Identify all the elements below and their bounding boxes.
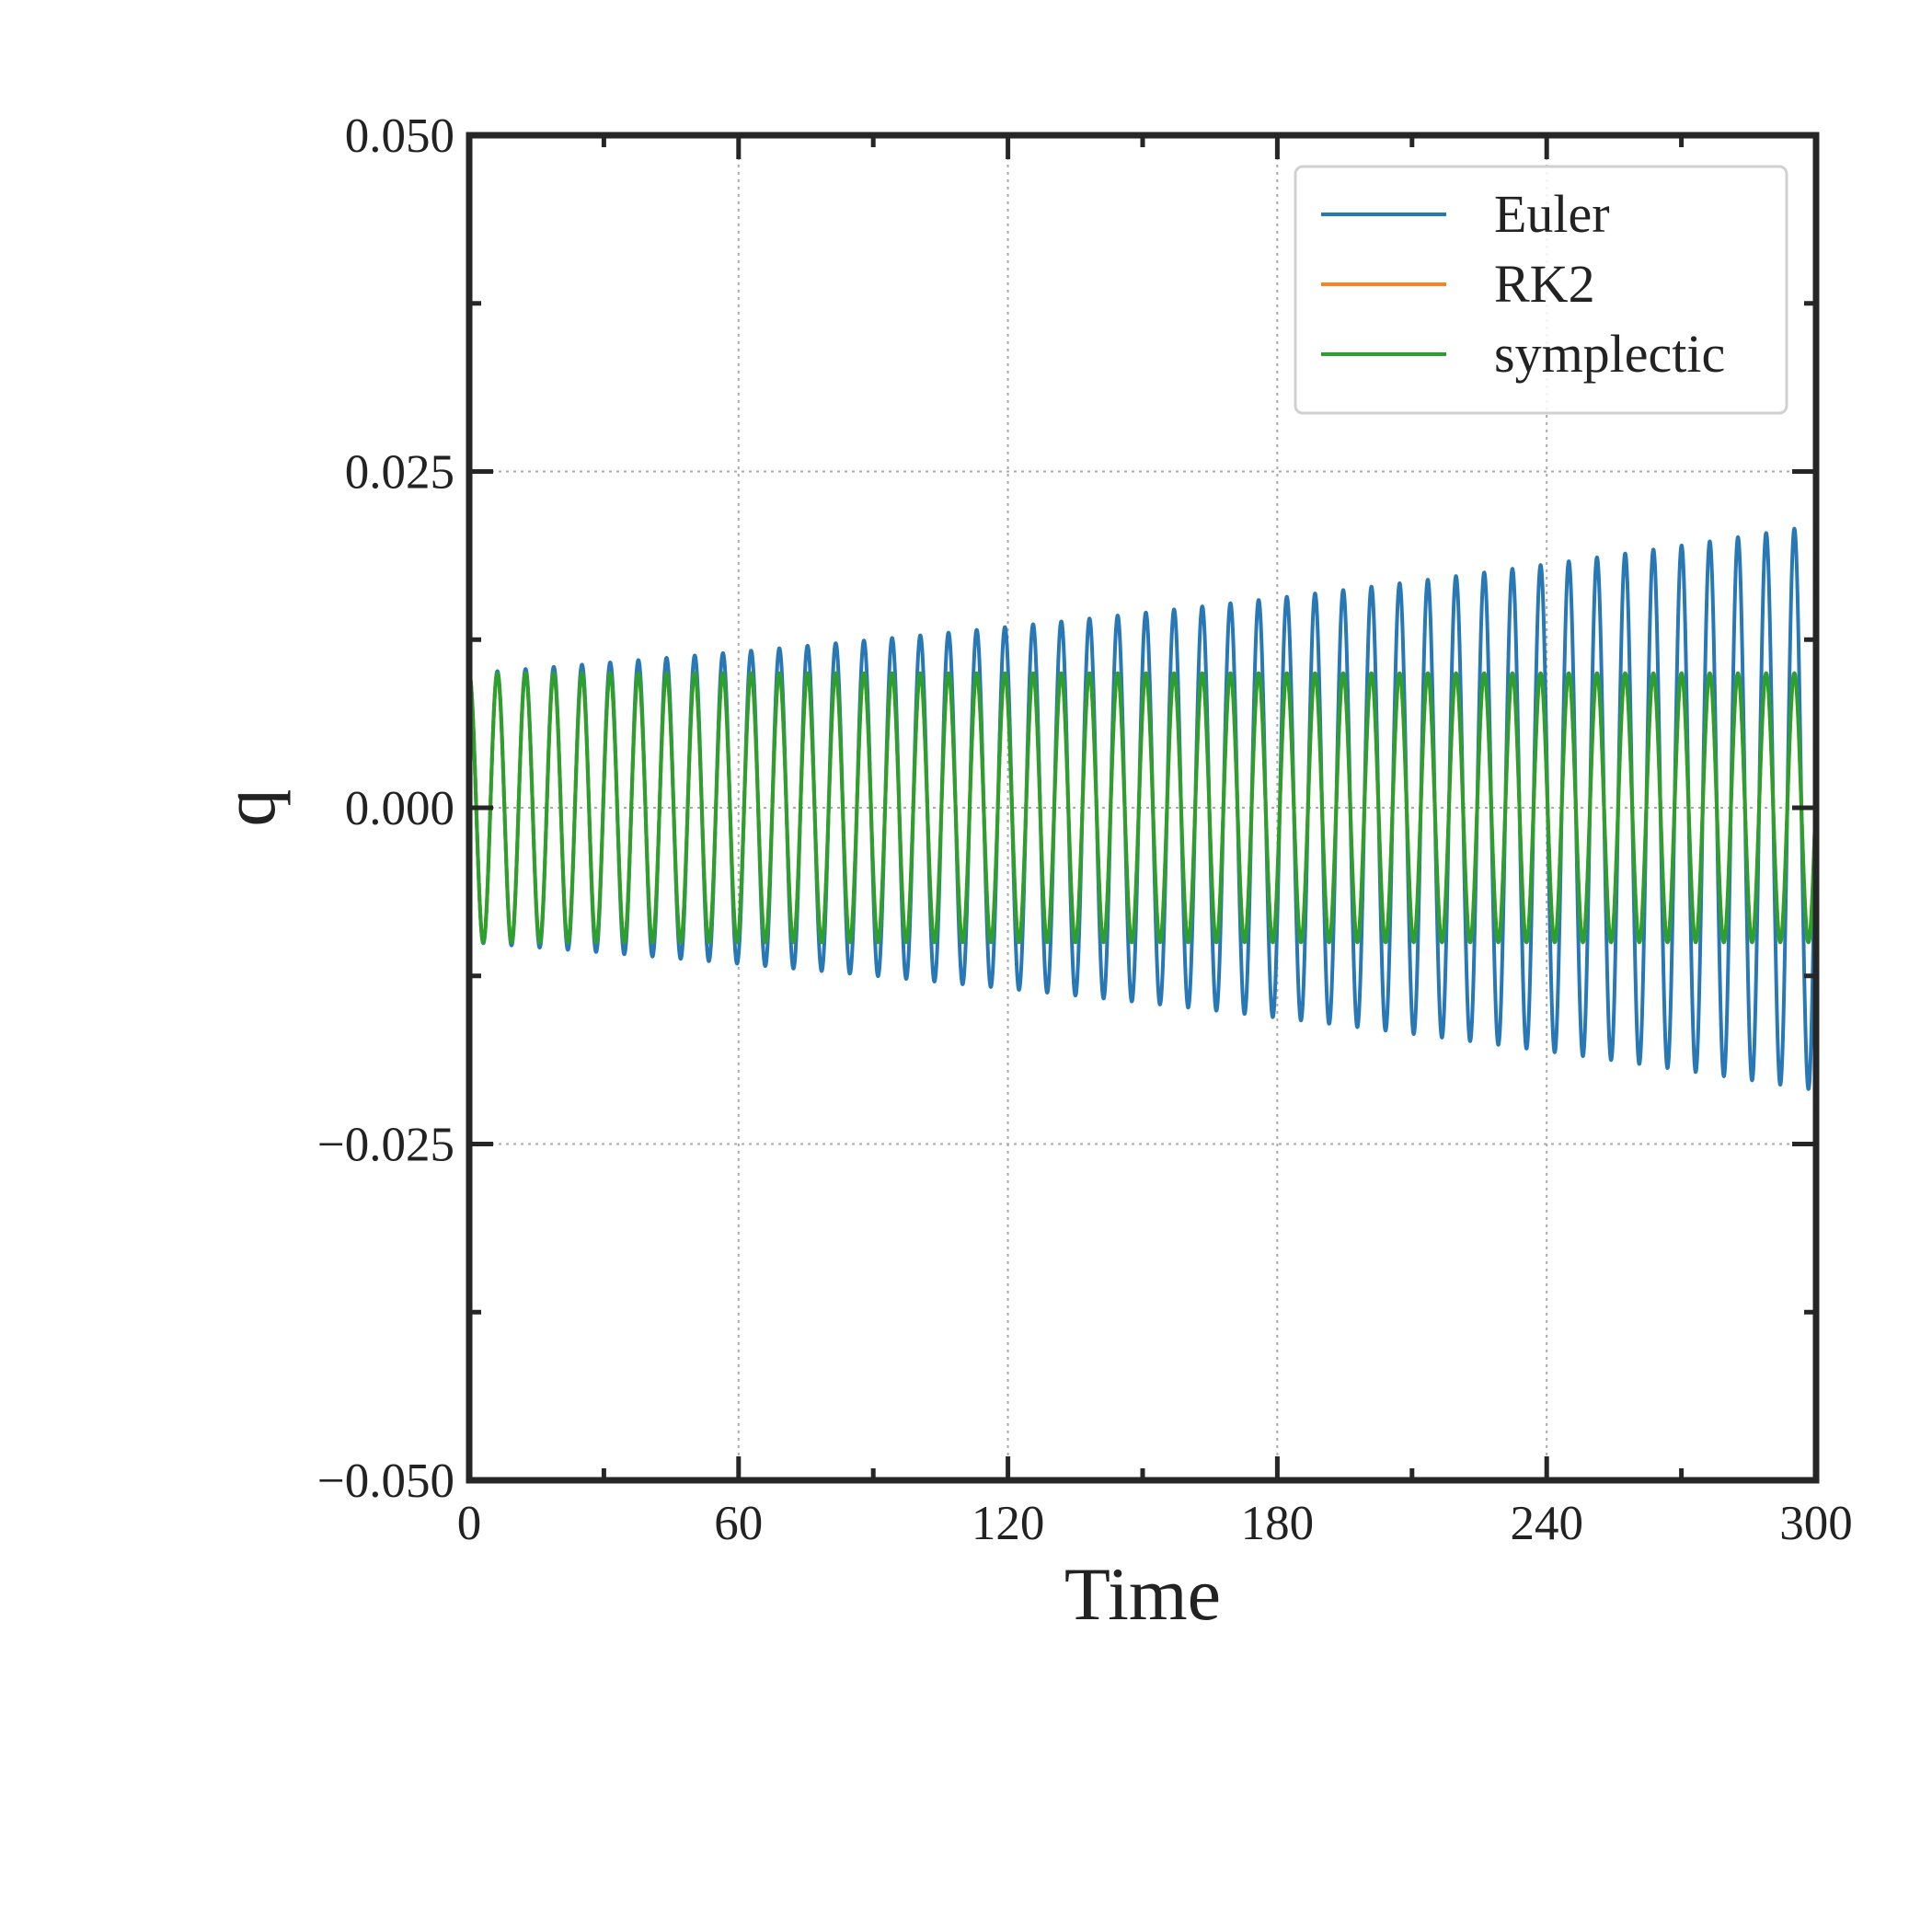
y-tick-labels: −0.050 −0.025 0.000 0.025 0.050	[317, 109, 454, 1508]
y-tick-label: 0.025	[345, 446, 454, 500]
x-tick-label: 300	[1779, 1497, 1853, 1550]
x-tick-label: 240	[1510, 1497, 1583, 1550]
x-tick-label: 180	[1241, 1497, 1315, 1550]
series-line-symplectic	[467, 671, 1818, 945]
x-axis-label: Time	[1064, 1552, 1221, 1636]
series-line-euler	[467, 526, 1818, 1091]
x-tick-label: 120	[972, 1497, 1045, 1550]
legend: Euler RK2 symplectic	[1294, 165, 1788, 415]
y-tick-label: −0.050	[317, 1455, 454, 1508]
legend-label-symplectic: symplectic	[1494, 324, 1725, 384]
legend-box	[1294, 165, 1788, 415]
x-tick-labels: 0 60 120 180 240 300	[457, 1497, 1853, 1550]
y-axis-label: q	[207, 789, 291, 827]
y-tick-label: −0.025	[317, 1119, 454, 1172]
y-tick-label: 0.050	[345, 109, 454, 163]
x-tick-label: 60	[714, 1497, 763, 1550]
legend-label-euler: Euler	[1494, 184, 1610, 244]
axis-ticks	[466, 132, 1819, 1483]
y-tick-label: 0.000	[345, 782, 454, 835]
x-tick-label: 0	[457, 1497, 482, 1550]
legend-label-rk2: RK2	[1494, 254, 1595, 314]
series-lines	[467, 526, 1818, 1091]
